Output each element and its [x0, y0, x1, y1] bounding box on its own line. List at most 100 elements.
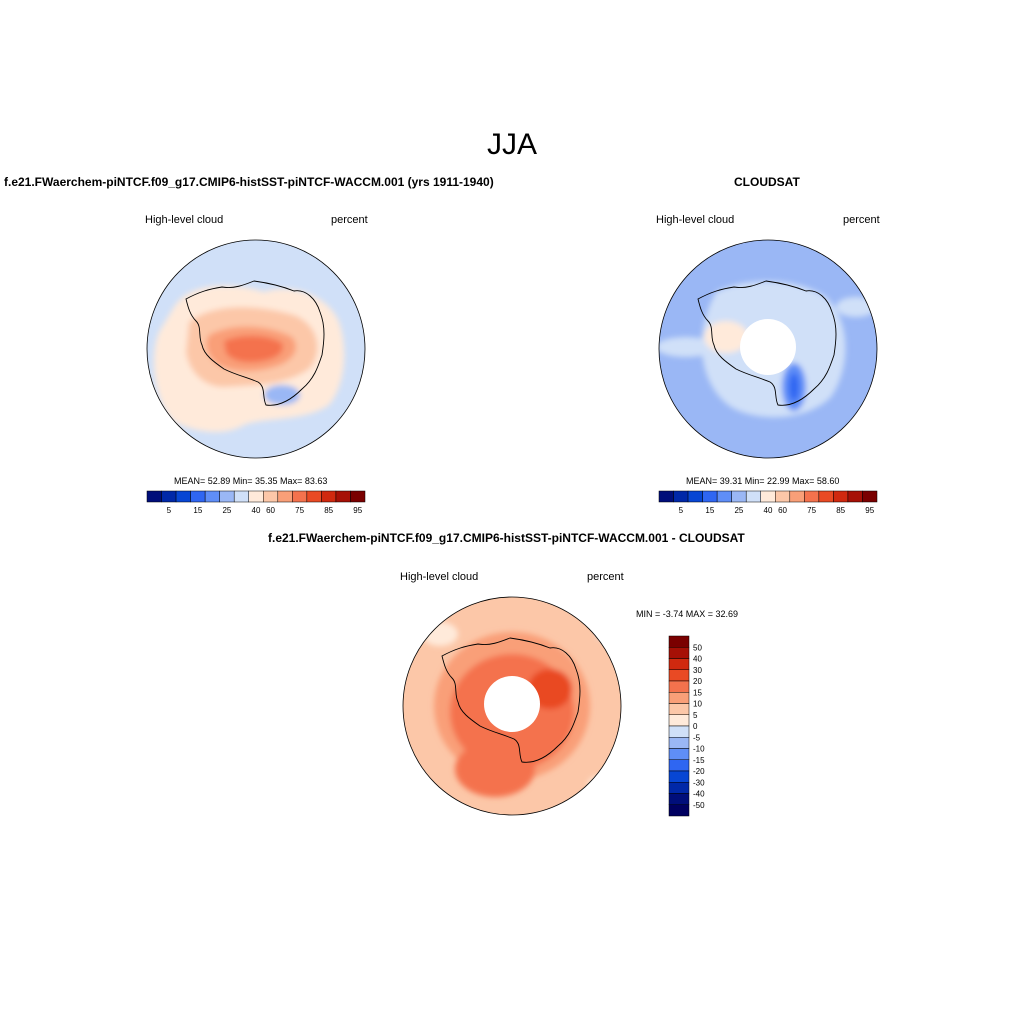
panel2-coastline [697, 280, 837, 406]
panel1-title: f.e21.FWaerchem-piNTCF.f09_g17.CMIP6-his… [4, 175, 494, 189]
colorbar-swatch [190, 490, 206, 503]
panel3-contour-south [455, 741, 535, 797]
colorbar-swatch [248, 490, 264, 503]
colorbar-swatch [668, 692, 690, 704]
colorbar-tick-label: 60 [778, 506, 787, 515]
colorbar-tick-label: 85 [836, 506, 845, 515]
panel3-contour-low-se [588, 776, 612, 792]
colorbar-tick-label: 25 [734, 506, 743, 515]
colorbar-swatch [306, 490, 322, 503]
colorbar-swatch [687, 490, 703, 503]
colorbar-swatch [335, 490, 351, 503]
colorbar-swatch [775, 490, 791, 503]
colorbar-swatch [668, 725, 690, 738]
colorbar-tick-label: 60 [266, 506, 275, 515]
colorbar-swatch [175, 490, 191, 503]
colorbar-swatch [668, 680, 690, 693]
colorbar-swatch [760, 490, 776, 503]
colorbar-tick-label: -5 [693, 733, 701, 742]
panel3-coastline [441, 637, 581, 763]
colorbar-swatch [673, 490, 689, 503]
colorbar-tick-label: 40 [252, 506, 261, 515]
colorbar-tick-label: 40 [693, 655, 702, 664]
colorbar-tick-label: 10 [693, 700, 702, 709]
colorbar-swatch [233, 490, 249, 503]
colorbar-swatch [789, 490, 805, 503]
panel1-colorbar: 5 15 25 40 60 75 85 95 [146, 490, 366, 515]
colorbar-swatch [146, 490, 162, 503]
colorbar-swatch [668, 703, 690, 715]
colorbar-swatch [745, 490, 761, 503]
colorbar-swatch [804, 490, 820, 503]
colorbar-swatch [668, 759, 690, 772]
colorbar-tick-label: 5 [679, 506, 684, 515]
panel3-contour-negative [597, 628, 613, 640]
page-title: JJA [486, 128, 537, 161]
panel2-left-label: High-level cloud [656, 214, 735, 226]
colorbar-swatch [668, 782, 690, 794]
colorbar-tick-label: 5 [693, 711, 698, 720]
colorbar-tick-label: 50 [693, 643, 702, 652]
colorbar-tick-label: 25 [222, 506, 231, 515]
panel3-right-label: percent [587, 571, 624, 583]
colorbar-swatch [862, 490, 878, 503]
colorbar-tick-label: 0 [693, 722, 698, 731]
colorbar-swatch [818, 490, 834, 503]
colorbar-tick-label: -10 [693, 745, 705, 754]
panel2-contour-lowest [789, 373, 799, 401]
colorbar-swatch [668, 669, 690, 682]
panel1-left-label: High-level cloud [145, 214, 224, 226]
panel1-right-label: percent [331, 214, 368, 226]
colorbar-tick-label: -50 [693, 801, 705, 810]
colorbar-swatch [668, 748, 690, 760]
colorbar-swatch [668, 793, 690, 805]
panel2-contour-peninsula [704, 321, 748, 353]
colorbar-swatch [350, 490, 366, 503]
panel3-map [402, 596, 622, 816]
panel1-stats: MEAN= 52.89 Min= 35.35 Max= 83.63 [174, 476, 328, 486]
colorbar-swatch [833, 490, 849, 503]
colorbar-swatch [292, 490, 308, 503]
panel1-contour-edge [169, 252, 229, 272]
colorbar-tick-label: 75 [807, 506, 816, 515]
colorbar-tick-label: 75 [295, 506, 304, 515]
colorbar-tick-label: 95 [865, 506, 874, 515]
panel1-map [146, 239, 366, 459]
colorbar-swatch [668, 658, 690, 670]
colorbar-tick-label: 15 [693, 688, 702, 697]
panel2-title: CLOUDSAT [734, 175, 800, 189]
colorbar-swatch [263, 490, 279, 503]
colorbar-swatch [321, 490, 337, 503]
colorbar-tick-label: 20 [693, 677, 702, 686]
colorbar-swatch [668, 737, 690, 749]
colorbar-tick-label: 5 [167, 506, 172, 515]
colorbar-tick-label: 15 [705, 506, 714, 515]
colorbar-swatch [658, 490, 674, 503]
colorbar-swatch [161, 490, 177, 503]
panel2-missing-pole [740, 319, 796, 375]
colorbar-tick-label: 15 [193, 506, 202, 515]
panel2-colorbar: 5 15 25 40 60 75 85 95 [658, 490, 878, 515]
panel1-map-border [146, 239, 366, 459]
colorbar-tick-label: -15 [693, 756, 705, 765]
colorbar-tick-label: -30 [693, 778, 705, 787]
colorbar-swatch [668, 635, 690, 648]
colorbar-swatch [668, 647, 690, 659]
colorbar-swatch [219, 490, 235, 503]
colorbar-tick-label: 30 [693, 666, 702, 675]
panel3-contour-low-nw [422, 622, 458, 646]
panel2-contour-band-west [659, 337, 716, 357]
colorbar-tick-label: 40 [764, 506, 773, 515]
colorbar-swatch [204, 490, 220, 503]
panel3-left-label: High-level cloud [400, 571, 479, 583]
colorbar-swatch [716, 490, 732, 503]
colorbar-swatch [668, 714, 690, 727]
colorbar-swatch [277, 490, 293, 503]
colorbar-tick-label: 95 [353, 506, 362, 515]
panel3-map-border [402, 596, 622, 816]
colorbar-swatch [668, 804, 690, 817]
panel2-contour-band-east [836, 297, 876, 317]
panel1-contour-low [264, 385, 300, 405]
panel3-missing-pole [484, 676, 540, 732]
